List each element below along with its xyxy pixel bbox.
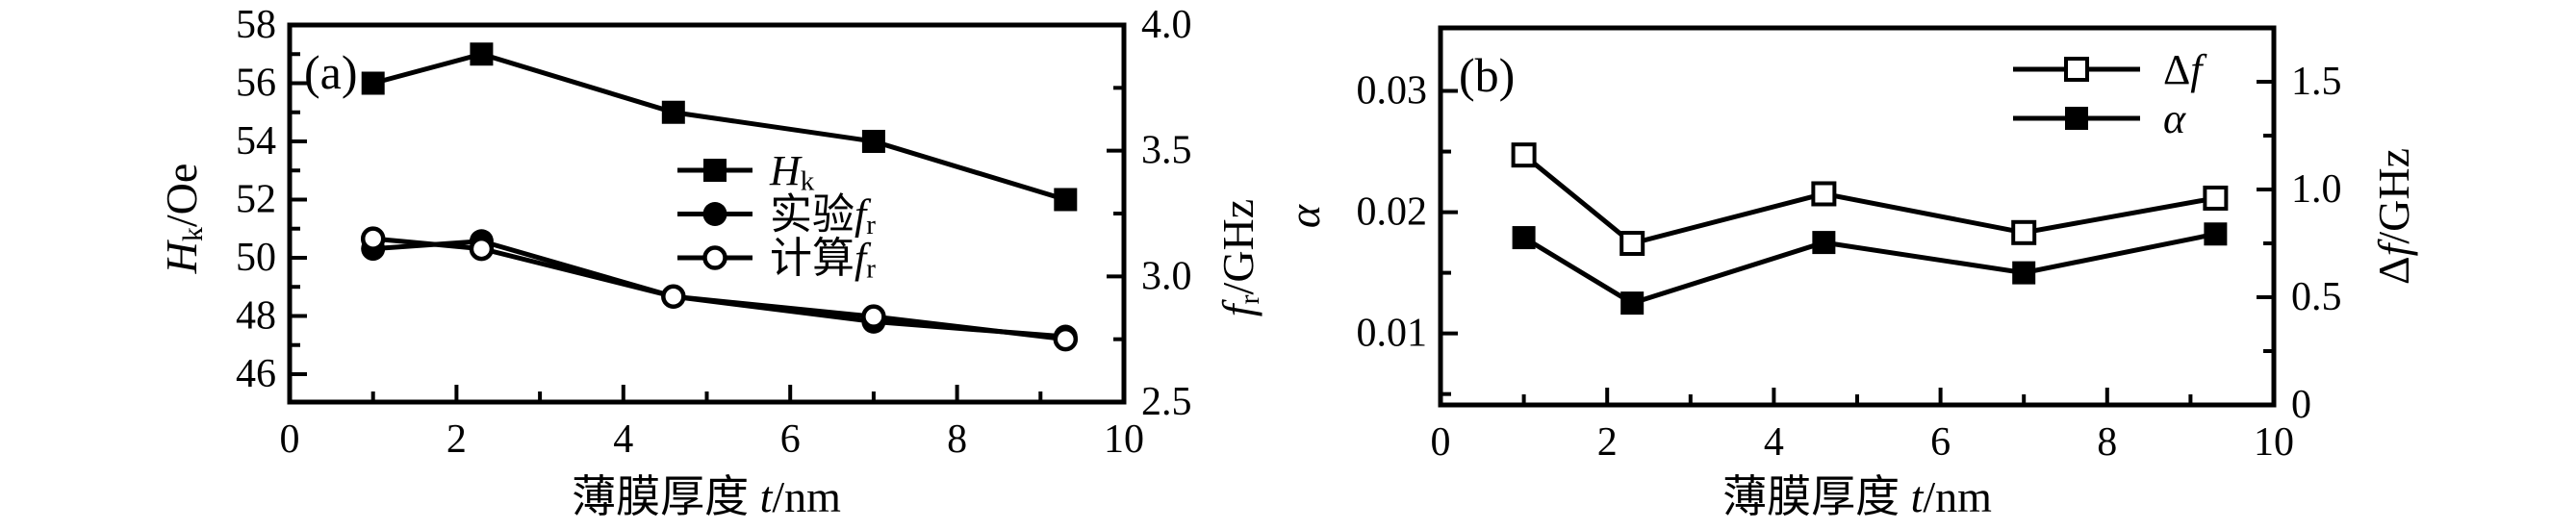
- filled-square-marker: [1054, 188, 1078, 212]
- x-tick-label: 8: [2097, 420, 2117, 465]
- series-delta-f: [1511, 142, 2229, 256]
- left-tick-label: 0.03: [1357, 69, 1428, 114]
- right-tick-label: 1.5: [2291, 60, 2342, 104]
- right-tick-label: 1.0: [2291, 167, 2342, 212]
- open-square-marker: [1511, 142, 1537, 168]
- x-axis-label: 薄膜厚度 t/nm: [1722, 472, 1992, 521]
- open-square-marker: [1620, 231, 1645, 256]
- left-tick-label: 58: [236, 3, 276, 47]
- open-square-marker: [2064, 57, 2089, 82]
- x-tick-label: 10: [2254, 420, 2294, 465]
- legend: Δfα: [2013, 46, 2207, 142]
- left-tick-label: 0.01: [1357, 312, 1428, 356]
- right-axis-label: fr/GHz: [1213, 199, 1265, 316]
- legend-label: Hk: [769, 147, 815, 197]
- open-circle-marker: [360, 226, 386, 251]
- panel-a-chart: 0 2 4 6 8 10 薄膜厚度 t/nm 46 48 50 52 54 56 58 Hk/Oe 2.5 3.…: [157, 3, 1265, 521]
- series-line: [1522, 153, 2216, 246]
- open-circle-marker: [702, 245, 727, 270]
- x-axis: 0 2 4 6 8 10: [280, 385, 1144, 462]
- left-axis: 46 48 50 52 54 56 58: [236, 3, 307, 396]
- right-tick-label: 0.5: [2291, 275, 2342, 319]
- legend-label: α: [2163, 95, 2186, 142]
- right-tick-label: 4.0: [1141, 3, 1192, 47]
- right-axis-label: Δf/GHz: [2369, 148, 2418, 285]
- panel-label: (a): [304, 45, 358, 99]
- filled-square-marker: [2012, 261, 2036, 285]
- panel-label: (b): [1459, 48, 1515, 102]
- filled-square-marker: [1512, 226, 1536, 250]
- left-tick-label: 56: [236, 61, 276, 105]
- filled-square-marker: [361, 71, 385, 95]
- filled-square-marker: [2204, 222, 2228, 246]
- series-jisuan-fr: [360, 226, 1079, 352]
- x-axis: 0 2 4 6 8 10: [1431, 388, 2294, 465]
- right-axis: 2.5 3.0 3.5 4.0: [1107, 3, 1192, 424]
- open-square-marker: [2011, 219, 2037, 245]
- left-tick-label: 52: [236, 177, 276, 221]
- filled-square-marker: [1812, 231, 1836, 255]
- left-axis: 0.01 0.02 0.03: [1357, 69, 1458, 396]
- open-square-marker: [2203, 185, 2229, 211]
- filled-square-marker: [1620, 291, 1645, 315]
- right-tick-label: 3.0: [1141, 254, 1192, 298]
- x-tick-label: 8: [947, 417, 967, 462]
- left-tick-label: 0.02: [1357, 190, 1428, 235]
- right-tick-label: 0: [2291, 383, 2311, 427]
- filled-square-marker: [470, 42, 494, 66]
- legend-label: 计算fr: [770, 235, 876, 285]
- legend-label: 实验fr: [770, 190, 876, 240]
- x-axis-label: 薄膜厚度 t/nm: [572, 472, 841, 521]
- series-alpha: [1512, 222, 2228, 315]
- open-circle-marker: [661, 284, 686, 309]
- left-tick-label: 46: [236, 352, 276, 396]
- left-tick-label: 54: [236, 119, 276, 164]
- filled-square-marker: [2065, 107, 2088, 130]
- right-axis: 0 0.5 1.0 1.5: [2257, 60, 2342, 427]
- panel-b-chart: 0 2 4 6 8 10 薄膜厚度 t/nm 0.01 0.02 0.03 α 0 0.5 1.0 1.5 Δ…: [1289, 0, 2576, 530]
- x-tick-label: 2: [446, 417, 467, 462]
- left-axis-label: α: [1289, 204, 1329, 228]
- x-tick-label: 10: [1104, 417, 1144, 462]
- x-tick-label: 6: [780, 417, 801, 462]
- legend-label: Δf: [2163, 46, 2207, 93]
- right-tick-label: 3.5: [1141, 129, 1192, 173]
- left-tick-label: 50: [236, 236, 276, 280]
- x-tick-label: 0: [280, 417, 300, 462]
- x-tick-label: 6: [1930, 420, 1951, 465]
- open-circle-marker: [1053, 326, 1079, 352]
- x-tick-label: 0: [1431, 420, 1451, 465]
- filled-square-marker: [661, 100, 685, 124]
- left-tick-label: 48: [236, 293, 276, 338]
- series-Hk: [361, 42, 1078, 212]
- panel-b-svg: 0 2 4 6 8 10 薄膜厚度 t/nm 0.01 0.02 0.03 α 0 0.5 1.0 1.5 Δ…: [1289, 25, 2418, 521]
- left-axis-label: Hk/Oe: [157, 164, 209, 275]
- plot-frame: [1438, 25, 2277, 408]
- open-circle-marker: [861, 304, 886, 329]
- open-square-marker: [1811, 181, 1837, 207]
- open-circle-marker: [469, 236, 495, 262]
- filled-square-marker: [861, 129, 885, 153]
- filled-circle-marker: [702, 202, 727, 226]
- filled-square-marker: [703, 159, 727, 182]
- x-tick-label: 2: [1597, 420, 1618, 465]
- right-tick-label: 2.5: [1141, 380, 1192, 424]
- x-tick-label: 4: [1764, 420, 1784, 465]
- x-tick-label: 4: [613, 417, 633, 462]
